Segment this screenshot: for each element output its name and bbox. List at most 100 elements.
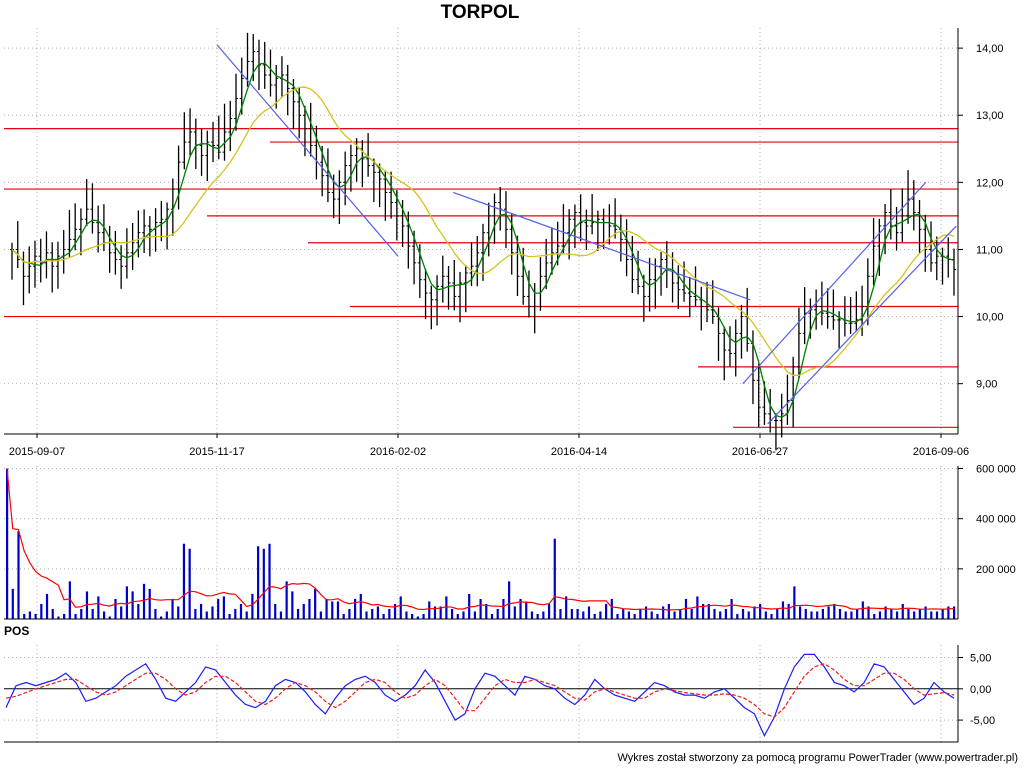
volume-bar (234, 608, 237, 619)
volume-bar (97, 596, 100, 619)
volume-bar (382, 613, 385, 619)
volume-bar (325, 598, 328, 619)
volume-bar (610, 598, 613, 619)
volume-bar (850, 611, 853, 619)
volume-bar (405, 611, 408, 619)
volume-bar (365, 611, 368, 619)
volume-bar (844, 611, 847, 619)
volume-bar (456, 613, 459, 619)
volume-bar (450, 608, 454, 619)
volume-bar (565, 596, 568, 619)
volume-bar (239, 603, 243, 619)
y-tick-label: 0,00 (970, 684, 991, 696)
x-tick-label: 2016-06-27 (732, 446, 788, 458)
y-tick-label: 5,00 (970, 653, 991, 665)
volume-bar (211, 606, 214, 619)
volume-bar (490, 613, 494, 619)
volume-bar (918, 608, 921, 619)
volume-bar (667, 603, 670, 619)
volume-bar (508, 581, 511, 619)
volume-bar (941, 608, 944, 619)
volume-bar (262, 548, 265, 619)
pos-signal-line (5, 663, 955, 718)
volume-bar (787, 603, 790, 619)
volume-bar (296, 608, 300, 619)
trendline (767, 225, 957, 425)
volume-bar (388, 608, 391, 619)
volume-bar (753, 606, 756, 619)
volume-bar (867, 606, 870, 619)
y-tick-label: 600 000 (976, 464, 1016, 476)
volume-bar (319, 611, 322, 619)
volume-bar (342, 613, 345, 619)
volume-bar (502, 598, 505, 619)
volume-bar (439, 606, 442, 619)
volume-bar (907, 608, 910, 619)
volume-bar (570, 608, 573, 619)
sma-long-line (11, 86, 955, 376)
volume-bar (913, 611, 916, 619)
volume-bar (679, 608, 682, 619)
volume-bar (924, 606, 927, 619)
volume-bar (810, 611, 813, 619)
volume-bar (154, 608, 157, 619)
volume-bar (764, 611, 767, 619)
volume-bar (108, 616, 111, 619)
volume-bar (411, 613, 414, 619)
volume-bar (542, 611, 545, 619)
volume-bar (302, 603, 305, 619)
volume-bar (856, 608, 859, 619)
volume-panel (6, 468, 956, 619)
volume-bar (741, 608, 745, 619)
volume-bar (11, 588, 14, 619)
volume-bar (696, 596, 699, 619)
grid-layer (4, 28, 958, 742)
volume-bar (177, 606, 180, 619)
volume-bar (268, 543, 271, 619)
volume-bar (245, 611, 248, 619)
volume-bar (114, 598, 117, 619)
volume-bar (930, 611, 933, 619)
volume-bar (730, 598, 733, 619)
volume-bar (445, 596, 448, 619)
volume-bar (23, 613, 26, 619)
volume-bar (622, 608, 625, 619)
volume-bar (131, 591, 134, 619)
volume-bar (707, 603, 710, 619)
volume-bar (6, 468, 9, 619)
volume-bar (68, 581, 71, 619)
y-tick-label: 10,00 (976, 312, 1004, 324)
volume-bar (890, 608, 893, 619)
y-tick-label: -5,00 (970, 715, 995, 727)
volume-bar (605, 603, 608, 619)
volume-bar (747, 611, 750, 619)
volume-bar (662, 606, 665, 619)
volume-bar (120, 606, 123, 619)
trendline (742, 181, 927, 385)
volume-bar (587, 606, 591, 619)
volume-bar (182, 543, 186, 619)
volume-bar (40, 603, 43, 619)
volume-bar (838, 608, 842, 619)
volume-bar (331, 601, 334, 619)
volume-bar (251, 593, 254, 619)
volume-bar (348, 608, 351, 619)
trendline (453, 191, 751, 301)
volume-bar (878, 611, 882, 619)
y-tick-label: 9,00 (976, 379, 997, 391)
volume-bar (633, 613, 636, 619)
volume-bar (827, 606, 830, 619)
volume-bar (559, 608, 562, 619)
volume-bar (519, 598, 522, 619)
volume-bar (257, 546, 260, 619)
volume-bar (793, 586, 796, 619)
volume-bar (57, 616, 60, 619)
volume-bar (816, 611, 819, 619)
volume-bar (308, 598, 311, 619)
volume-bar (599, 611, 602, 619)
volume-bar (51, 608, 54, 619)
volume-bar (901, 603, 904, 619)
volume-bar (125, 586, 129, 619)
volume-bar (34, 613, 37, 619)
